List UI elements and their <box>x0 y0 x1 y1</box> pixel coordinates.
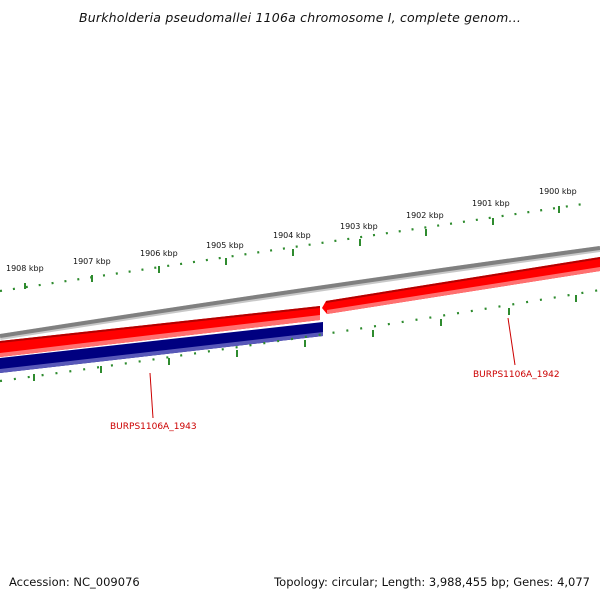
backbone-track <box>0 246 600 338</box>
tick-label: 1908 kbp <box>6 264 44 273</box>
forward-gene-highlight <box>0 315 320 357</box>
forward-gene-shade <box>0 306 320 343</box>
map-title: Burkholderia pseudomallei 1106a chromoso… <box>78 10 522 25</box>
accession-text: Accession: NC_009076 <box>9 575 140 589</box>
gene-1942-leader-line <box>507 317 516 366</box>
gene-1943-label[interactable]: BURPS1106A_1943 <box>110 422 197 432</box>
inner-major-ticks <box>33 295 577 381</box>
gene-1942-highlight <box>327 267 600 314</box>
tick-label: 1902 kbp <box>406 211 444 220</box>
tick-label: 1905 kbp <box>206 241 244 250</box>
gene-1942-label[interactable]: BURPS1106A_1942 <box>473 370 560 380</box>
gene-1942-shade <box>326 257 600 303</box>
tick-label: 1901 kbp <box>472 199 510 208</box>
tick-label: 1907 kbp <box>73 257 111 266</box>
tick-label: 1903 kbp <box>340 222 378 231</box>
tick-label: 1904 kbp <box>273 231 311 240</box>
gene-1943-leader-line <box>149 372 154 419</box>
outer-tick-ring <box>0 201 591 293</box>
tick-label: 1906 kbp <box>140 249 178 258</box>
gene-burps1106a-1942[interactable] <box>322 257 600 314</box>
outer-major-ticks <box>24 206 560 289</box>
inner-tick-ring <box>0 288 600 383</box>
tick-label: 1900 kbp <box>539 187 577 196</box>
gene-1943-highlight <box>0 332 323 373</box>
genome-summary-text: Topology: circular; Length: 3,988,455 bp… <box>274 575 590 589</box>
